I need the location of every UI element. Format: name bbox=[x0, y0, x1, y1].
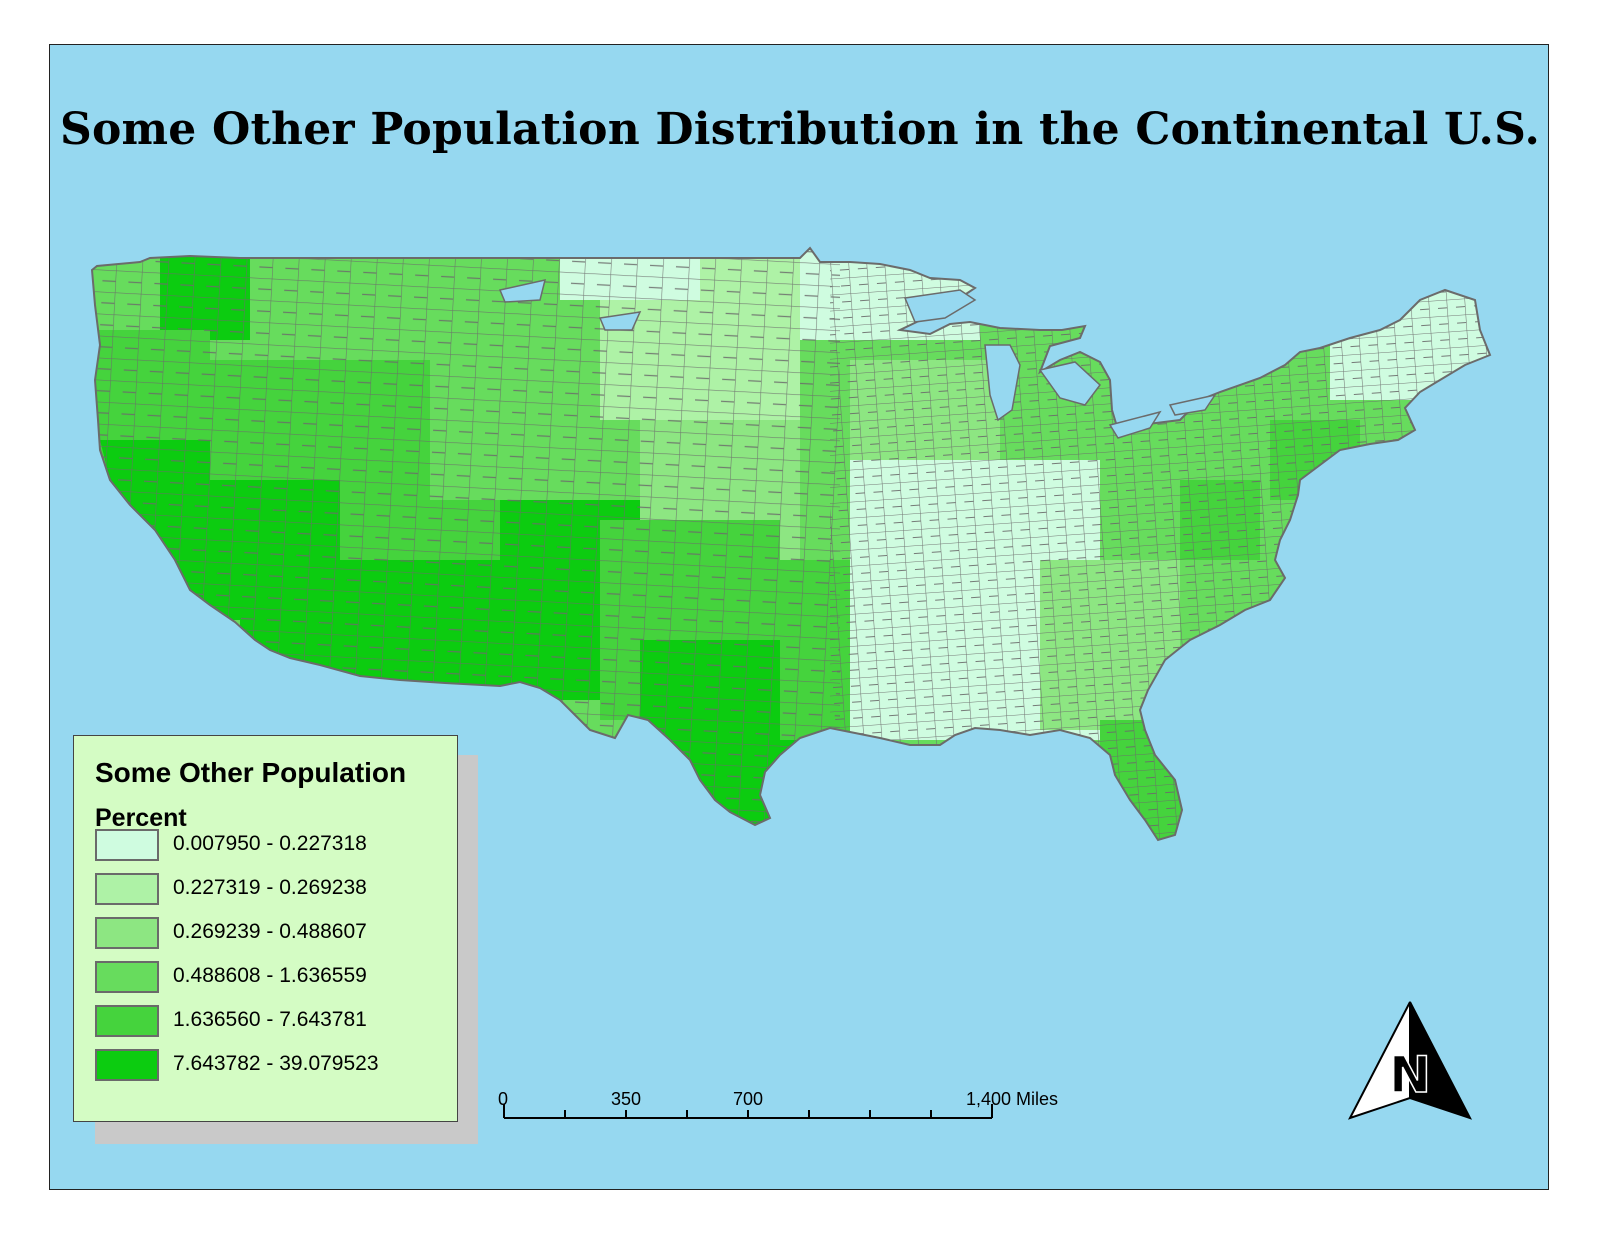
legend-label: 0.488608 - 1.636559 bbox=[173, 964, 367, 987]
legend-title: Some Other Population bbox=[95, 757, 407, 788]
scale-label: 0 bbox=[498, 1089, 509, 1109]
north-arrow-icon: N bbox=[1347, 1001, 1473, 1120]
north-arrow-letter: N bbox=[1389, 1046, 1431, 1104]
legend-label: 0.007950 - 0.227318 bbox=[173, 832, 367, 855]
scale-bar bbox=[503, 1104, 993, 1119]
legend-swatch bbox=[95, 961, 159, 993]
scale-label: 350 bbox=[611, 1089, 642, 1109]
map-title: Some Other Population Distribution in th… bbox=[59, 104, 1541, 155]
legend: Some Other Population Percent 0.007950 -… bbox=[73, 735, 458, 1122]
legend-label: 1.636560 - 7.643781 bbox=[173, 1008, 367, 1031]
legend-swatch bbox=[95, 917, 159, 949]
legend-label: 7.643782 - 39.079523 bbox=[173, 1052, 379, 1075]
legend-subtitle: Percent bbox=[95, 804, 187, 832]
great-lakes bbox=[498, 279, 1217, 439]
legend-swatch bbox=[95, 829, 159, 861]
us-outline bbox=[90, 246, 1492, 842]
legend-swatch bbox=[95, 873, 159, 905]
scale-label: 700 bbox=[733, 1089, 764, 1109]
legend-label: 0.227319 - 0.269238 bbox=[173, 876, 367, 899]
scale-label: 1,400 Miles bbox=[966, 1089, 1059, 1109]
legend-label: 0.269239 - 0.488607 bbox=[173, 920, 367, 943]
legend-swatch bbox=[95, 1049, 159, 1081]
legend-swatch bbox=[95, 1005, 159, 1037]
